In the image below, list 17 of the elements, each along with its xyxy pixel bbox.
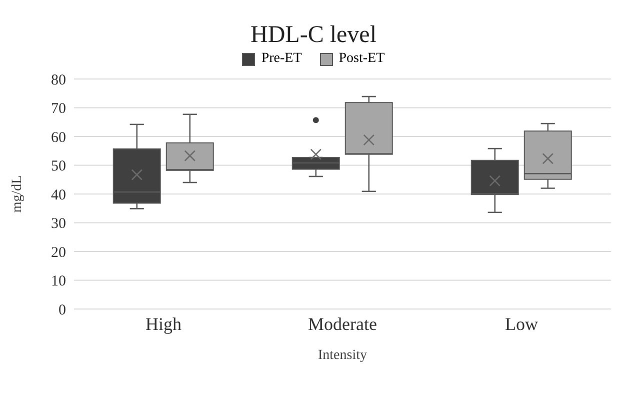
y-tick-label: 50: [51, 158, 66, 175]
y-axis-title: mg/dL: [10, 175, 25, 213]
x-tick-label: Low: [505, 314, 538, 334]
y-tick-label: 80: [51, 72, 66, 88]
y-tick-label: 40: [51, 187, 66, 204]
y-tick-label: 30: [51, 216, 66, 232]
legend-label: Pre-ET: [261, 51, 302, 67]
chart-title: HDL-C level: [250, 22, 378, 49]
y-tick-label: 10: [51, 274, 66, 290]
legend-label: Post-ET: [338, 51, 385, 67]
x-axis-title: Intensity: [318, 348, 367, 363]
y-tick-label: 0: [58, 302, 66, 318]
y-tick-label: 70: [51, 101, 66, 118]
x-tick-label: Moderate: [308, 314, 377, 334]
x-tick-label: High: [146, 314, 182, 334]
y-tick-label: 60: [51, 130, 66, 146]
y-tick-label: 20: [51, 244, 66, 261]
